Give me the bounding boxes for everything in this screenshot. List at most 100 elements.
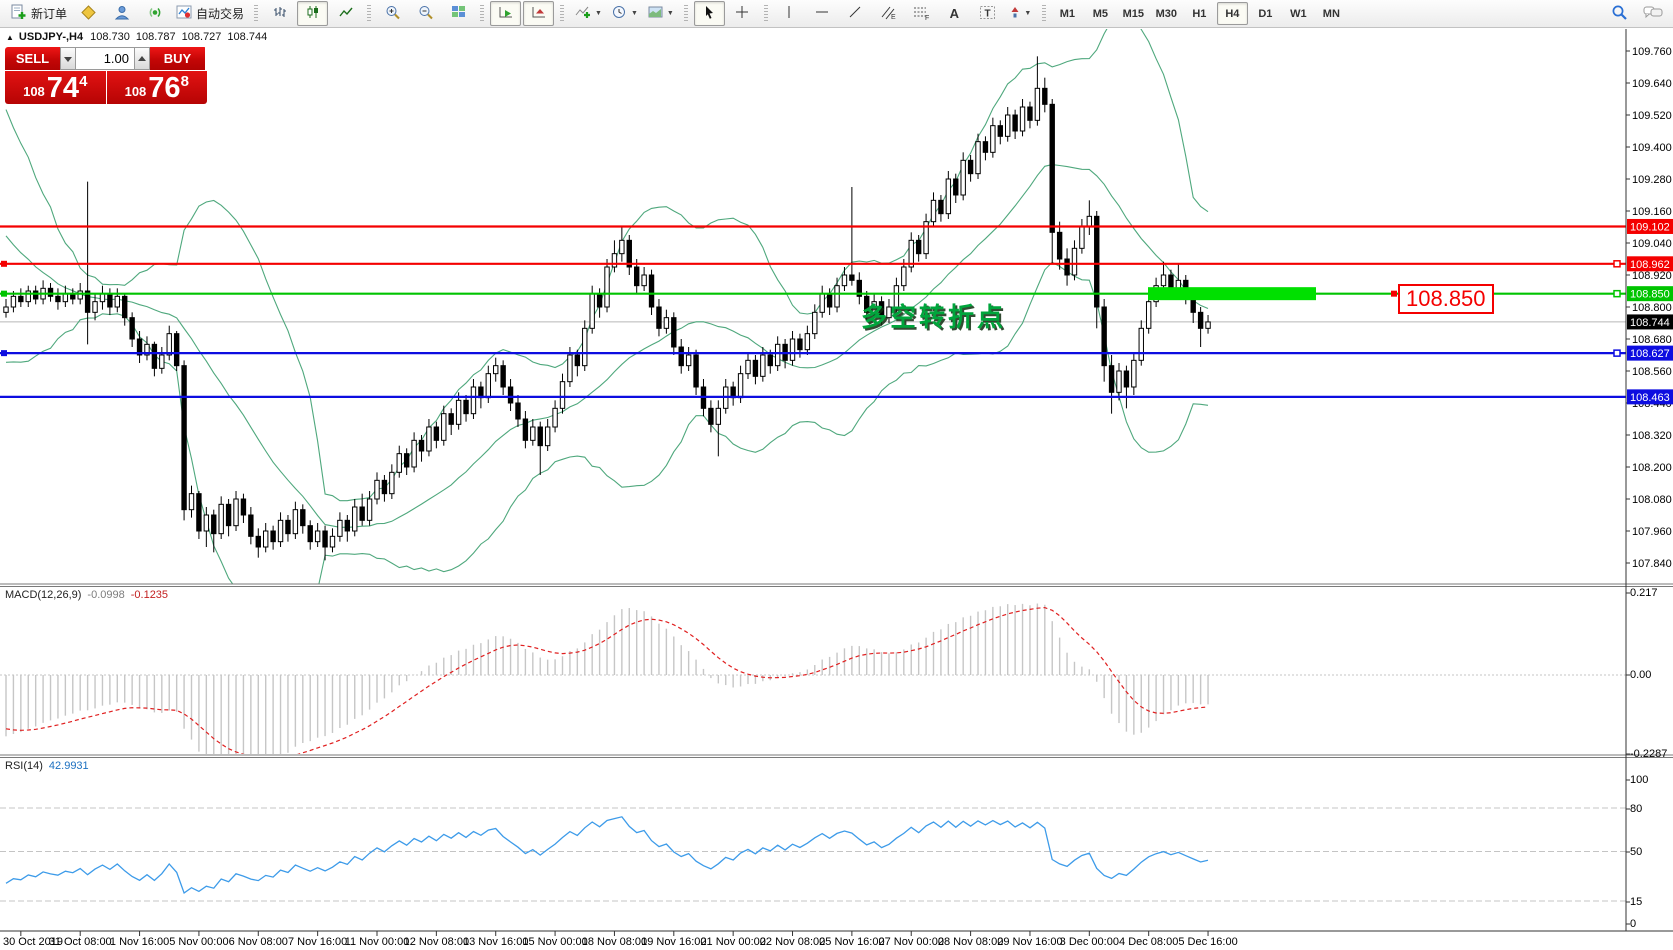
price-badge: 108.850 — [1630, 289, 1670, 301]
time-axis-label: 29 Nov 16:00 — [997, 936, 1062, 948]
time-axis-label: 30 Oct 2019 — [3, 936, 63, 948]
time-axis-label: 5 Nov 00:00 — [169, 936, 228, 948]
time-axis-label: 18 Nov 08:00 — [582, 936, 647, 948]
templates-button[interactable]: ▼ — [644, 1, 678, 26]
fibonacci-tool-button[interactable]: F — [906, 1, 937, 26]
chevron-down-icon: ▼ — [666, 10, 674, 17]
turning-point-annotation: 多空转折点 — [861, 302, 1007, 332]
chevron-down-icon: ▼ — [630, 10, 638, 17]
toolbar-grip — [1041, 4, 1046, 23]
auto-scroll-button[interactable] — [490, 1, 522, 26]
sell-price-sup: 4 — [79, 73, 88, 90]
signals-button[interactable] — [139, 1, 170, 26]
horizontal-object-lines — [0, 225, 1626, 398]
autotrading-button[interactable]: 自动交易 — [172, 1, 248, 26]
sell-price[interactable]: 108 74 4 — [5, 71, 106, 104]
periods-button[interactable]: ▼ — [608, 1, 642, 26]
buy-price-big: 76 — [148, 72, 181, 104]
time-axis-label: 27 Nov 00:00 — [879, 936, 944, 948]
price-tick-label: 109.160 — [1632, 206, 1672, 218]
new-order-label: 新订单 — [31, 7, 68, 21]
arrows-tool-button[interactable]: ▼ — [1005, 1, 1036, 26]
timeframe-button-m5[interactable]: M5 — [1092, 7, 1108, 20]
arrows-icon — [1009, 6, 1021, 22]
crosshair-tool-button[interactable] — [727, 1, 758, 26]
indicator-axes: 0.217 0.00 -0.2287 100 80 50 15 0 — [1626, 587, 1667, 930]
volume-increase-button[interactable] — [134, 47, 150, 70]
ohlc-open: 108.730 — [90, 31, 130, 43]
price-tick-label: 109.400 — [1632, 142, 1672, 154]
trendline-tool-button[interactable] — [840, 1, 871, 26]
market-watch-button[interactable] — [73, 1, 104, 26]
line-chart-icon — [338, 5, 354, 22]
time-axis-label: 7 Nov 16:00 — [288, 936, 347, 948]
toolbar-grip — [560, 4, 565, 23]
ohlc-low: 108.727 — [181, 31, 222, 43]
time-axis-label: 3 Dec 00:00 — [1060, 936, 1119, 948]
community-chat-button[interactable] — [1637, 1, 1668, 26]
text-tool-button[interactable]: A — [939, 1, 970, 26]
candlestick-mode-button[interactable] — [297, 1, 329, 26]
cursor-tool-button[interactable] — [693, 1, 725, 26]
green-highlight-bar[interactable] — [1148, 287, 1316, 301]
time-axis-label: 6 Nov 08:00 — [229, 936, 288, 948]
time-axis-label: 12 Nov 08:00 — [404, 936, 469, 948]
toolbar-grip — [367, 4, 372, 23]
price-tick-label: 109.640 — [1632, 78, 1672, 90]
line-chart-mode-button[interactable] — [330, 1, 361, 26]
timeframe-button-m15[interactable]: M15 — [1122, 7, 1145, 20]
new-order-button[interactable]: 新订单 — [5, 1, 71, 26]
equidistant-channel-tool-button[interactable]: E — [873, 1, 904, 26]
candlestick-series — [3, 56, 1211, 561]
cursor-arrow-icon — [702, 5, 716, 23]
volume-decrease-button[interactable] — [60, 47, 76, 70]
zoom-in-button[interactable] — [377, 1, 408, 26]
time-axis-label: 5 Dec 16:00 — [1178, 936, 1237, 948]
buy-price[interactable]: 108 76 8 — [106, 71, 207, 104]
terminal-button[interactable] — [106, 1, 137, 26]
ohlc-high: 108.787 — [135, 31, 176, 43]
indicators-button[interactable]: ▼ — [570, 1, 606, 26]
timeframe-button-m30[interactable]: M30 — [1155, 7, 1178, 20]
macd-name: MACD(12,26,9) — [5, 589, 82, 601]
candlestick-icon — [305, 5, 321, 22]
zoom-out-button[interactable] — [410, 1, 441, 26]
buy-button[interactable]: BUY — [150, 47, 205, 70]
time-axis-label: 21 Nov 00:00 — [700, 936, 765, 948]
text-label-tool-button[interactable]: T — [972, 1, 1003, 26]
timeframe-button-h4[interactable]: H4 — [1216, 2, 1248, 25]
price-badge: 108.962 — [1630, 259, 1670, 271]
chevron-down-icon: ▼ — [595, 10, 602, 17]
search-button[interactable] — [1604, 1, 1635, 26]
time-axis-label: 28 Nov 08:00 — [938, 936, 1003, 948]
sell-price-big: 74 — [46, 72, 80, 104]
horizontal-line-tool-button[interactable] — [807, 1, 838, 26]
collapse-triangle-icon: ▲ — [6, 33, 14, 42]
tile-windows-button[interactable] — [443, 1, 474, 26]
timeframe-button-m1[interactable]: M1 — [1059, 7, 1075, 20]
timeframe-group: M1 M5 M15 M30 H1 H4 D1 W1 MN — [1051, 2, 1348, 25]
vertical-line-tool-button[interactable] — [774, 1, 805, 26]
timeframe-button-d1[interactable]: D1 — [1258, 7, 1273, 20]
autotrading-label: 自动交易 — [196, 7, 245, 21]
signals-icon — [147, 5, 163, 23]
svg-text:E: E — [891, 14, 896, 20]
chart-shift-button[interactable] — [523, 1, 555, 26]
indicators-icon — [574, 5, 592, 22]
price-callout-108850[interactable]: 108.850 — [1398, 284, 1494, 314]
timeframe-button-mn[interactable]: MN — [1322, 7, 1340, 20]
ohlc-close: 108.744 — [227, 31, 268, 43]
autotrading-icon — [176, 5, 192, 23]
volume-input[interactable]: 1.00 — [76, 47, 134, 70]
timeframe-button-h1[interactable]: H1 — [1192, 7, 1207, 20]
price-badge: 108.463 — [1630, 392, 1670, 404]
price-tick-label: 109.520 — [1632, 110, 1672, 122]
pane-borders — [0, 29, 1673, 932]
timeframe-button-w1[interactable]: W1 — [1290, 7, 1307, 20]
sell-button[interactable]: SELL — [5, 47, 60, 70]
bar-chart-mode-button[interactable] — [264, 1, 295, 26]
time-axis-label: 11 Nov 00:00 — [345, 936, 410, 948]
chart-title: ▲ USDJPY-,H4 108.730 108.787 108.727 108.744 — [6, 31, 273, 43]
price-tick-label: 108.200 — [1632, 462, 1672, 474]
